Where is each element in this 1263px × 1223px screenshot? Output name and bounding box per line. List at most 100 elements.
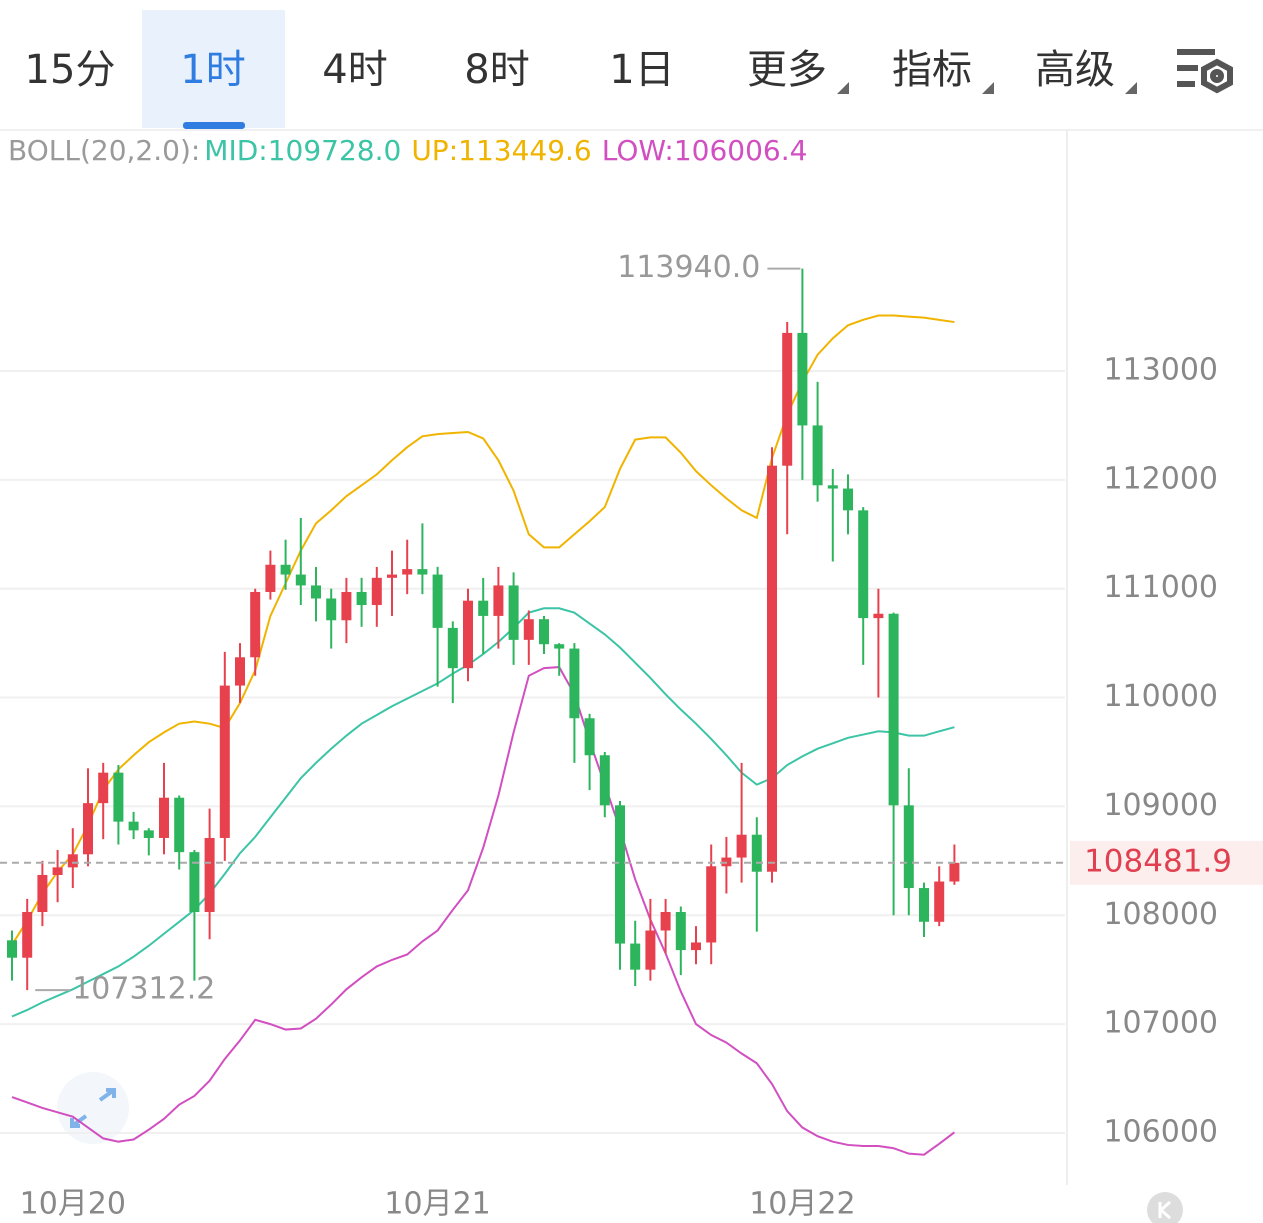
candle-body	[341, 591, 352, 621]
tab[interactable]: 4时	[322, 47, 387, 93]
candle-body	[843, 488, 853, 511]
settings-icon[interactable]	[1177, 49, 1233, 94]
candle-body	[478, 600, 489, 616]
candle-body	[219, 685, 230, 838]
candle-body	[447, 627, 458, 669]
legend-entry: UP:113449.6	[411, 134, 591, 167]
y-tick-label: 110000	[1103, 679, 1218, 714]
candle-body	[949, 862, 960, 882]
band-line	[11, 607, 955, 1018]
candle-body	[919, 888, 929, 922]
candle-body	[736, 834, 747, 858]
candle-body	[189, 852, 200, 912]
dropdown-caret	[1125, 82, 1137, 94]
tab[interactable]: 1时	[180, 47, 245, 93]
y-tick-label: 106000	[1103, 1114, 1218, 1149]
candle-body	[615, 805, 625, 944]
active-tab-bg	[142, 10, 285, 128]
candle-body	[295, 574, 306, 586]
candle-body	[888, 613, 899, 806]
candle-body	[22, 911, 33, 958]
active-tab-indicator	[183, 122, 245, 129]
tab[interactable]: 更多	[747, 47, 827, 93]
expand-icon	[70, 1088, 116, 1128]
candle-body	[311, 585, 321, 599]
candle-body	[204, 837, 215, 912]
y-tick-label: 107000	[1103, 1006, 1218, 1041]
y-tick-label: 109000	[1103, 788, 1218, 823]
candle-body	[554, 644, 565, 649]
icon-dot	[1210, 69, 1224, 83]
band-line	[11, 666, 956, 1156]
candle-body	[7, 940, 17, 958]
min-label: 107312.2	[72, 972, 215, 1007]
tab[interactable]: 1日	[609, 47, 674, 93]
candle-body	[539, 619, 549, 645]
candle-body	[280, 564, 291, 575]
price-tag-bg	[1070, 840, 1263, 885]
candle-body	[463, 600, 473, 669]
candle-body	[569, 648, 580, 719]
icon-hex	[1201, 58, 1233, 94]
candle-body	[630, 943, 641, 970]
y-tick-label: 112000	[1103, 461, 1218, 496]
candle-body	[113, 772, 124, 822]
legend-entry: MID:109728.0	[204, 134, 401, 167]
candle-body	[812, 425, 823, 486]
candle-body	[493, 585, 504, 616]
y-tick-label: 111000	[1103, 570, 1218, 605]
tab[interactable]: 高级	[1035, 47, 1115, 93]
candle-body	[767, 465, 777, 872]
candle-body	[265, 564, 276, 592]
candle-body	[873, 613, 884, 619]
candle-body	[235, 657, 245, 686]
x-tick-label: 10月22	[749, 1187, 855, 1222]
k-button[interactable]	[1147, 1192, 1183, 1223]
candle-body	[599, 755, 610, 806]
expand-button[interactable]	[57, 1072, 129, 1144]
tab[interactable]: 8时	[464, 47, 529, 93]
candle-body	[584, 718, 595, 756]
max-label: 113940.0	[617, 250, 760, 285]
candle-body	[782, 332, 793, 466]
indicator-label: BOLL(20,2.0):	[8, 134, 200, 167]
k-icon	[1158, 1200, 1171, 1220]
candle-body	[128, 821, 139, 831]
candle-body	[691, 942, 701, 951]
candle-body	[326, 598, 337, 621]
candle-body	[751, 834, 762, 872]
candle-body	[143, 830, 154, 838]
candle-body	[508, 585, 519, 640]
candle-body	[523, 619, 534, 640]
tab[interactable]: 指标	[892, 47, 972, 93]
candle-body	[371, 577, 382, 606]
candle-body	[660, 911, 671, 931]
tab[interactable]: 15分	[25, 47, 116, 93]
candle-body	[174, 797, 185, 853]
candle-body	[797, 332, 808, 426]
dropdown-caret	[982, 82, 994, 94]
candle-body	[934, 881, 945, 922]
candle-body	[250, 591, 261, 658]
dropdown-caret	[837, 82, 849, 94]
candle-body	[37, 874, 48, 912]
candle-body	[402, 569, 413, 575]
candle-body	[645, 930, 656, 970]
y-tick-label: 108000	[1103, 897, 1218, 932]
candle-body	[858, 510, 869, 619]
candle-body	[98, 772, 109, 804]
candle-body	[52, 867, 63, 875]
x-tick-label: 10月21	[384, 1187, 490, 1222]
y-tick-label: 113000	[1103, 352, 1218, 387]
candle-body	[159, 797, 169, 838]
band-line	[11, 314, 955, 946]
candle-body	[706, 866, 717, 943]
candle-body	[67, 854, 78, 868]
candle-body	[903, 805, 914, 889]
candle-body	[356, 591, 367, 606]
candle-body	[827, 485, 838, 489]
candle-body	[417, 569, 428, 575]
current-price-label: 108481.9	[1084, 843, 1232, 879]
candle-body	[83, 803, 93, 855]
